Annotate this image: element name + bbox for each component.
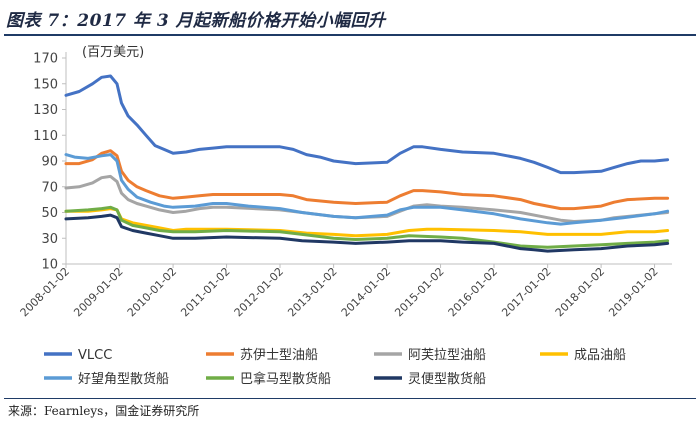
y-tick-label: 130 (33, 103, 58, 118)
legend-label: 成品油船 (574, 348, 626, 363)
series-line-5 (64, 153, 670, 226)
legend-label: 苏伊士型油船 (240, 347, 318, 363)
x-tick-label: 2012-01-02 (232, 265, 286, 319)
y-tick-label: 70 (41, 180, 58, 195)
legend-label: 灵便型散货船 (408, 371, 486, 387)
y-tick-label: 90 (41, 155, 58, 170)
x-tick-label: 2009-01-02 (71, 265, 125, 319)
x-tick-label: 2016-01-02 (446, 265, 500, 319)
y-tick-label: 30 (41, 232, 58, 247)
legend-label: 巴拿马型散货船 (240, 371, 331, 387)
series-line-7 (64, 213, 670, 253)
y-tick-label: 10 (41, 258, 58, 273)
series-layer (64, 74, 670, 253)
x-tick-label: 2017-01-02 (499, 265, 553, 319)
legend-label: VLCC (78, 348, 112, 363)
x-tick-label: 2015-01-02 (392, 265, 446, 319)
y-tick-label: 110 (33, 129, 58, 144)
y-tick-label: 50 (41, 206, 58, 221)
series-line-1 (64, 74, 670, 175)
title-bar: 图表 7：2017 年 3 月起新船价格开始小幅回升 (0, 0, 700, 36)
source-note: 来源：Fearnleys，国金证券研究所 (8, 404, 200, 418)
x-tick-label: 2019-01-02 (606, 265, 660, 319)
chart-axes: 10 30 50 70 90 110 130 150 170 2008-01-02 2009-01-… (18, 52, 672, 319)
x-tick-label: 2008-01-02 (18, 265, 72, 319)
x-tick-label: 2010-01-02 (125, 265, 179, 319)
footer-divider (4, 398, 696, 399)
title-divider (4, 34, 696, 36)
series-line-3 (64, 174, 670, 223)
x-tick-label: 2011-01-02 (178, 265, 232, 319)
x-tick-label: 2018-01-02 (553, 265, 607, 319)
series-line-2 (64, 149, 670, 211)
series-line-6 (64, 205, 670, 249)
page-title: 图表 7：2017 年 3 月起新船价格开始小幅回升 (6, 11, 386, 31)
y-tick-label: 150 (33, 77, 58, 92)
y-axis-unit-label: (百万美元) (82, 45, 144, 60)
y-tick-label: 170 (33, 52, 58, 67)
x-tick-label: 2014-01-02 (339, 265, 393, 319)
legend-label: 阿芙拉型油船 (408, 348, 486, 363)
legend-label: 好望角型散货船 (78, 371, 169, 387)
x-tick-label: 2013-01-02 (285, 265, 339, 319)
